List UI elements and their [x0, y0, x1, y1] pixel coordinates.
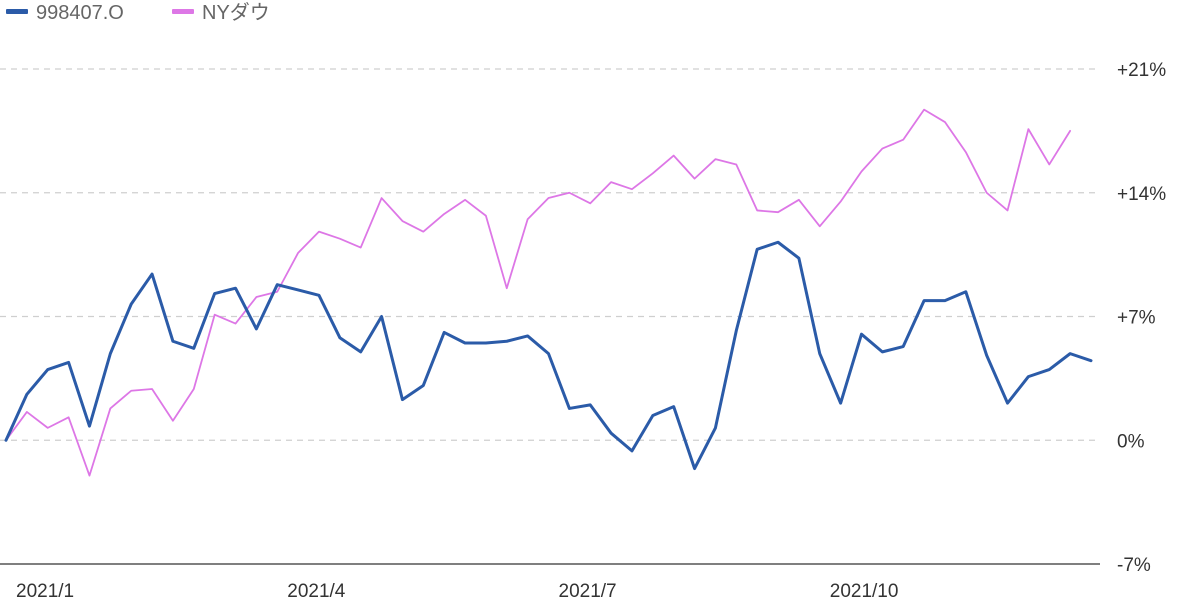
legend-label: NYダウ	[202, 1, 270, 24]
x-tick-label: 2021/10	[830, 581, 899, 602]
y-tick-label: +21%	[1117, 60, 1166, 81]
legend: 998407.O NYダウ	[6, 1, 270, 24]
x-tick-label: 2021/1	[16, 581, 74, 602]
legend-label: 998407.O	[36, 2, 124, 24]
y-tick-label: +14%	[1117, 184, 1166, 205]
x-axis-tick-labels: 2021/1 2021/4 2021/7 2021/10	[16, 581, 898, 602]
legend-item: 998407.O	[6, 2, 124, 24]
y-axis-tick-labels: +21% +14% +7% 0% -7%	[1117, 60, 1166, 576]
series-lines	[4, 108, 1093, 477]
y-tick-label: +7%	[1117, 308, 1156, 329]
x-tick-label: 2021/7	[559, 581, 617, 602]
legend-swatch	[6, 9, 28, 14]
legend-swatch	[172, 9, 194, 14]
y-tick-label: 0%	[1117, 431, 1145, 452]
y-tick-label: -7%	[1117, 555, 1151, 576]
legend-item: NYダウ	[172, 1, 270, 24]
x-tick-label: 2021/4	[287, 581, 346, 602]
series-line-ny-dow	[5, 108, 1072, 477]
series-line-998407-o	[4, 240, 1093, 471]
